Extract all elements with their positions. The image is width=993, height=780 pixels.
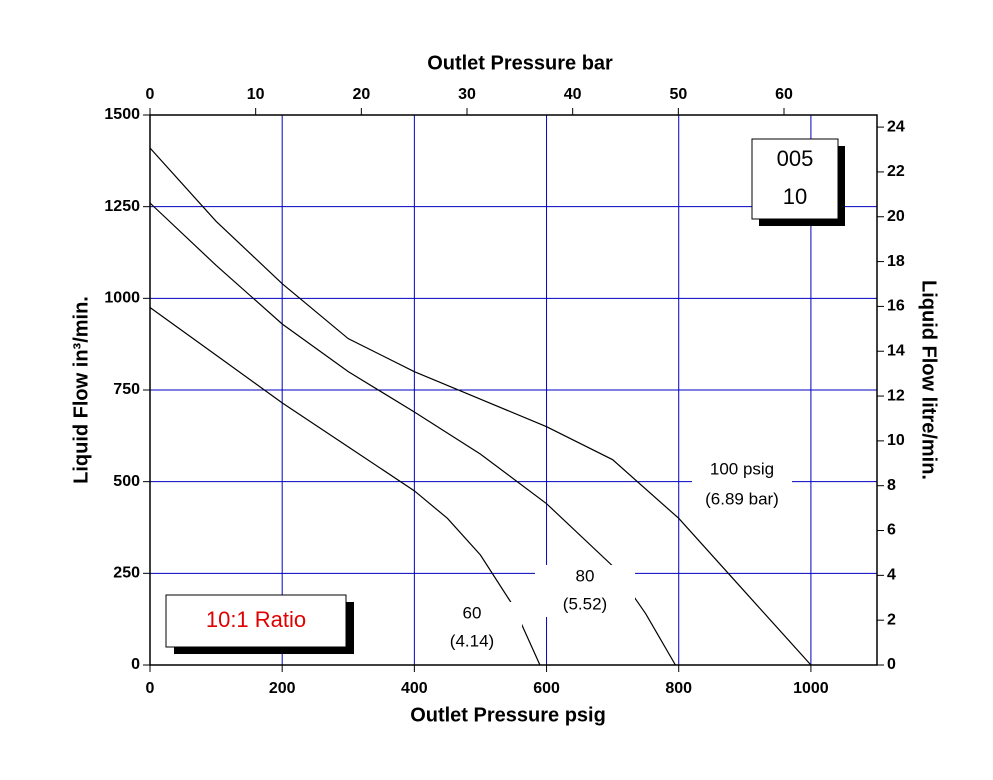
x-tick-label: 0 [146, 680, 155, 697]
y2-tick-label: 24 [887, 118, 905, 135]
x2-tick-label: 40 [564, 86, 582, 103]
y2-tick-label: 20 [887, 208, 905, 225]
x2-tick-label: 60 [775, 86, 793, 103]
y-axis-title: Liquid Flow in³/min. [70, 296, 92, 484]
x2-tick-label: 10 [247, 86, 265, 103]
y2-tick-label: 0 [887, 656, 896, 673]
y2-tick-label: 2 [887, 611, 896, 628]
curve-label: 60 [463, 603, 482, 622]
model-code: 005 [777, 146, 814, 171]
curve [149, 147, 812, 666]
x2-axis-title: Outlet Pressure bar [427, 52, 613, 74]
y2-tick-label: 12 [887, 387, 905, 404]
x-tick-label: 400 [401, 680, 428, 697]
y-tick-label: 250 [113, 565, 140, 582]
curve-label: 80 [576, 566, 595, 585]
x2-tick-label: 0 [146, 86, 155, 103]
y2-tick-label: 4 [887, 567, 896, 584]
label-bg [692, 458, 792, 512]
y-tick-label: 1000 [104, 290, 140, 307]
y2-tick-label: 16 [887, 298, 905, 315]
curve-label: 100 psig [710, 459, 774, 478]
y-tick-label: 1250 [104, 198, 140, 215]
ratio-box [165, 594, 347, 648]
label-bg [422, 602, 522, 654]
y2-axis-title: Liquid Flow litre/min. [918, 280, 940, 480]
curve-note: (6.89 bar) [705, 489, 779, 508]
y-tick-label: 750 [113, 381, 140, 398]
x2-tick-label: 30 [458, 86, 476, 103]
label-bg [535, 565, 635, 617]
y-tick-label: 1500 [104, 106, 140, 123]
y2-tick-label: 18 [887, 253, 905, 270]
x-tick-label: 200 [269, 680, 296, 697]
x-tick-label: 600 [533, 680, 560, 697]
curve [149, 307, 541, 666]
curve-note: (5.52) [563, 594, 607, 613]
x-tick-label: 800 [665, 680, 692, 697]
x-tick-label: 1000 [793, 680, 829, 697]
ratio-label: 10:1 Ratio [206, 607, 306, 632]
model-box [751, 138, 839, 220]
curve-note: (4.14) [450, 631, 494, 650]
x2-tick-label: 20 [352, 86, 370, 103]
y2-tick-label: 22 [887, 163, 905, 180]
x-axis-title: Outlet Pressure psig [410, 704, 606, 726]
y2-tick-label: 14 [887, 342, 905, 359]
x2-tick-label: 50 [669, 86, 687, 103]
y-tick-label: 500 [113, 473, 140, 490]
y2-tick-label: 6 [887, 522, 896, 539]
model-ratio: 10 [783, 184, 807, 209]
y2-tick-label: 8 [887, 477, 896, 494]
y2-tick-label: 10 [887, 432, 905, 449]
y-tick-label: 0 [131, 656, 140, 673]
